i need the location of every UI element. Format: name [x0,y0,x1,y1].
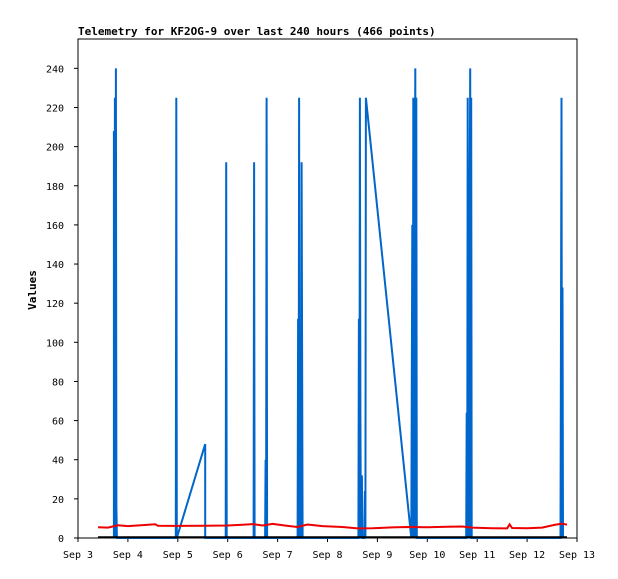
x-tick-label: Sep 11 [459,550,495,561]
y-axis: 0 20 40 60 80 100 120 140 160 180 200 220 240 [46,64,78,545]
y-tick-label: 100 [46,338,64,349]
x-tick-label: Sep 9 [362,550,392,561]
x-tick-label: Sep 6 [213,550,243,561]
x-tick-label: Sep 12 [509,550,545,561]
y-axis-label: Values [26,270,39,310]
x-tick-label: Sep 10 [409,550,445,561]
y-tick-label: 20 [52,495,64,506]
x-tick-label: Sep 5 [163,550,193,561]
y-tick-label: 40 [52,456,64,467]
x-tick-label: Sep 7 [263,550,293,561]
plot-area [77,38,578,539]
x-axis: Sep 3 Sep 4 Sep 5 Sep 6 Sep 7 Sep 8 Sep 9 Sep 1… [63,538,595,561]
y-tick-label: 220 [46,103,64,114]
series-line-2 [97,522,568,530]
y-tick-label: 160 [46,221,64,232]
x-tick-label: Sep 8 [312,550,342,561]
y-tick-label: 180 [46,182,64,193]
series-line-1 [112,68,564,539]
y-tick-label: 200 [46,143,64,154]
y-tick-label: 120 [46,299,64,310]
y-tick-label: 60 [52,417,64,428]
x-tick-label: Sep 3 [63,550,93,561]
series-layer [97,68,568,539]
y-tick-label: 140 [46,260,64,271]
y-tick-label: 80 [52,377,64,388]
x-tick-label: Sep 4 [113,550,143,561]
y-tick-label: 0 [58,534,64,545]
x-tick-label: Sep 13 [559,550,595,561]
chart-title: Telemetry for KF2OG-9 over last 240 hour… [78,25,436,38]
y-tick-label: 240 [46,64,64,75]
